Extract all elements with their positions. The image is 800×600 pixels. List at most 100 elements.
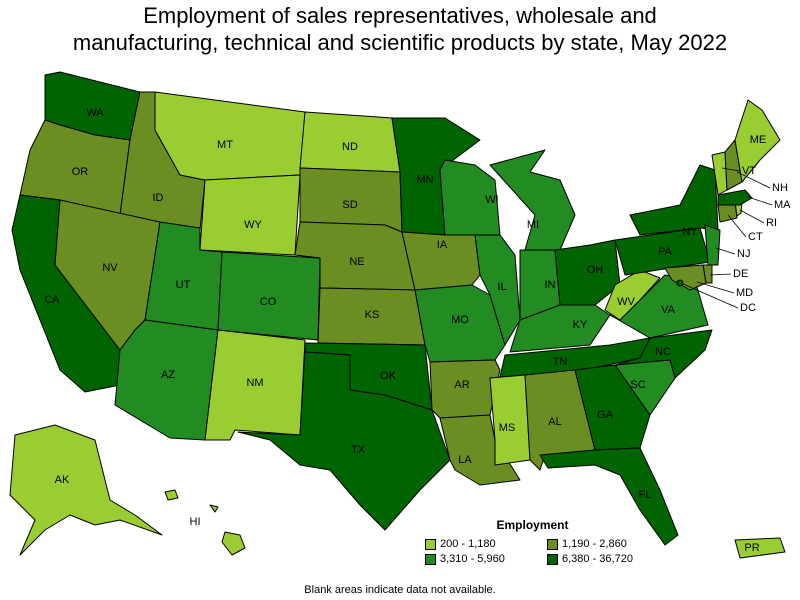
state-label-va: VA <box>661 304 676 316</box>
state-label-tn: TN <box>553 356 568 368</box>
state-label-ar: AR <box>454 379 469 391</box>
leader-line-nh <box>736 171 771 189</box>
state-label-ks: KS <box>365 309 380 321</box>
state-label-ct: CT <box>748 231 763 243</box>
legend-item-2: 1,190 - 2,860 <box>547 538 657 550</box>
state-label-in: IN <box>545 279 556 291</box>
state-label-ut: UT <box>176 279 191 291</box>
state-la <box>439 414 521 486</box>
state-wy <box>199 174 301 256</box>
leader-line-nj <box>715 247 736 255</box>
state-label-sd: SD <box>342 199 357 211</box>
state-label-de: DE <box>733 268 748 280</box>
state-label-dc: DC <box>740 302 756 314</box>
state-label-nm: NM <box>246 377 263 389</box>
leader-line-ma <box>747 196 773 206</box>
state-label-hi: HI <box>190 516 201 528</box>
legend-item-1: 200 - 1,180 <box>425 538 547 550</box>
state-label-ok: OK <box>380 370 397 382</box>
legend-swatch-1 <box>425 538 436 550</box>
state-label-vt: VT <box>742 165 756 177</box>
legend-label-3: 3,310 - 5,960 <box>440 553 505 565</box>
state-label-mn: MN <box>416 174 433 186</box>
state-label-ca: CA <box>44 294 60 306</box>
state-label-id: ID <box>153 192 164 204</box>
state-label-ak: AK <box>55 474 70 486</box>
state-label-mi: MI <box>527 219 539 231</box>
legend-label-4: 6,380 - 36,720 <box>562 553 633 565</box>
state-hi <box>164 489 246 556</box>
legend: Employment 200 - 1,180 1,190 - 2,860 3,3… <box>425 518 640 565</box>
state-label-wi: WI <box>485 194 498 206</box>
state-label-fl: FL <box>639 489 652 501</box>
legend-title: Employment <box>496 518 569 532</box>
state-il <box>474 234 521 346</box>
state-label-ga: GA <box>597 409 614 421</box>
state-label-mt: MT <box>217 139 233 151</box>
state-label-nc: NC <box>655 346 671 358</box>
leader-line-vt <box>721 167 741 172</box>
state-label-la: LA <box>458 454 472 466</box>
state-label-nh: NH <box>772 182 788 194</box>
state-label-md: MD <box>736 287 753 299</box>
leader-line-dc <box>682 283 739 309</box>
state-label-mo: MO <box>451 314 469 326</box>
leader-line-ct <box>727 214 747 238</box>
state-nc <box>614 329 713 379</box>
state-label-ny: NY <box>682 226 698 238</box>
legend-item-3: 3,310 - 5,960 <box>425 553 547 565</box>
state-nj <box>704 224 721 266</box>
state-label-nd: ND <box>342 141 358 153</box>
state-label-co: CO <box>260 296 277 308</box>
state-ga <box>574 364 651 451</box>
legend-swatch-4 <box>547 553 558 565</box>
state-label-ne: NE <box>349 256 364 268</box>
legend-label-2: 1,190 - 2,860 <box>562 538 627 550</box>
legend-swatch-3 <box>425 553 436 565</box>
state-pr <box>734 537 786 559</box>
state-label-or: OR <box>72 166 89 178</box>
state-label-nj: NJ <box>737 248 750 260</box>
state-mi <box>489 149 576 251</box>
map-title-line-1: Employment of sales representatives, who… <box>143 3 657 28</box>
state-md <box>664 264 707 291</box>
state-label-ms: MS <box>499 422 516 434</box>
leader-line-md <box>696 281 735 294</box>
state-dc <box>676 279 684 287</box>
state-tx <box>237 351 451 531</box>
state-ak <box>9 424 163 556</box>
state-label-me: ME <box>750 134 767 146</box>
state-label-wy: WY <box>244 219 262 231</box>
state-me <box>734 99 781 183</box>
state-label-az: AZ <box>161 369 175 381</box>
state-fl <box>539 447 679 546</box>
state-label-pr: PR <box>744 542 759 554</box>
state-ny <box>629 164 719 236</box>
state-label-il: IL <box>497 281 506 293</box>
state-label-sc: SC <box>630 379 645 391</box>
state-label-ri: RI <box>766 217 777 229</box>
state-label-wv: WV <box>617 296 635 308</box>
state-label-oh: OH <box>587 264 604 276</box>
state-label-ky: KY <box>573 319 588 331</box>
state-mt <box>154 91 306 181</box>
us-choropleth-map: WA OR CA ID NV MT WY UT AZ CO NM ND SD NE KS OK TX MN IA MO… <box>9 71 791 559</box>
map-title: Employment of sales representatives, who… <box>0 2 800 56</box>
footnote: Blank areas indicate data not available. <box>304 584 496 596</box>
state-ma <box>717 189 753 206</box>
map-title-line-2: manufacturing, technical and scientific … <box>72 30 728 55</box>
legend-item-4: 6,380 - 36,720 <box>547 553 657 565</box>
state-label-tx: TX <box>351 444 366 456</box>
legend-label-1: 200 - 1,180 <box>440 538 496 550</box>
leader-line-de <box>709 273 732 276</box>
state-ms <box>489 374 531 466</box>
leader-line-ri <box>739 209 765 224</box>
state-label-ma: MA <box>774 199 791 211</box>
state-label-al: AL <box>548 416 561 428</box>
state-label-nv: NV <box>102 262 118 274</box>
state-nm <box>204 329 306 441</box>
state-label-ia: IA <box>437 239 448 251</box>
legend-swatch-2 <box>547 538 558 550</box>
state-mo <box>414 284 506 363</box>
state-label-wa: WA <box>86 107 104 119</box>
